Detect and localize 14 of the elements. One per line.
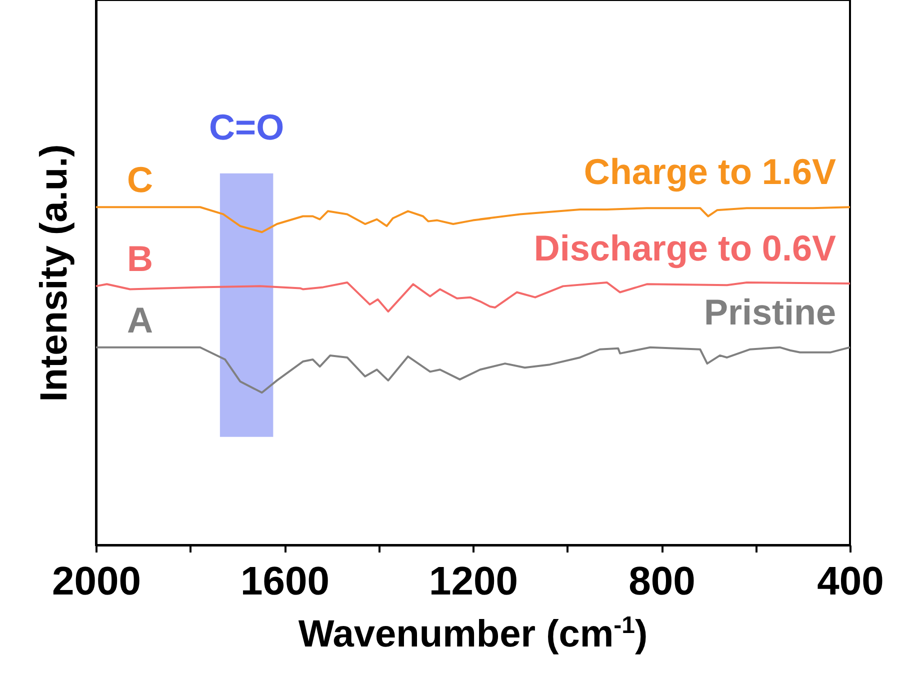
x-tick-label: 800 xyxy=(628,560,696,604)
series-label: Charge to 1.6V xyxy=(584,151,836,192)
x-tick-label: 1600 xyxy=(240,560,330,604)
series-label: Discharge to 0.6V xyxy=(534,227,836,268)
series-label: Pristine xyxy=(704,291,836,332)
x-axis-title: Wavenumber (cm$^{-1}$) xyxy=(297,612,649,657)
band-label: C=O xyxy=(209,106,284,148)
x-tick-label: 2000 xyxy=(52,560,141,604)
x-tick-label: 1200 xyxy=(429,560,518,604)
text: C xyxy=(127,159,153,200)
annotation: B xyxy=(127,238,153,280)
y-axis-title: Intensity (a.u.) xyxy=(34,144,76,402)
x-tick-label: 400 xyxy=(817,560,884,604)
annotation: A xyxy=(127,299,153,340)
